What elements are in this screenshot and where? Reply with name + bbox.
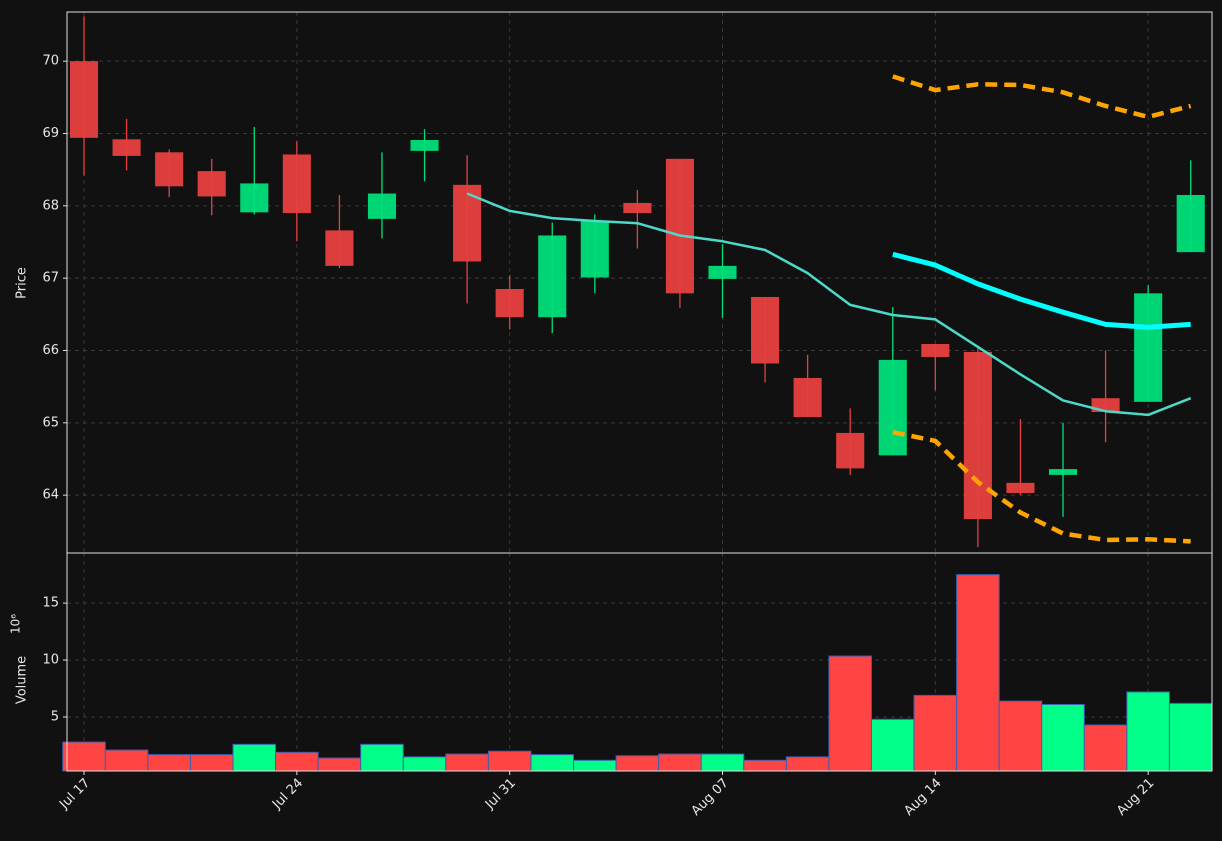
volume-bar — [232, 743, 277, 772]
candle-body — [836, 432, 865, 469]
overlay-line — [466, 192, 1192, 417]
volume-bar — [828, 655, 872, 772]
candle-body — [1134, 293, 1163, 402]
volume-bar — [1083, 724, 1128, 772]
volume-bar — [445, 753, 489, 772]
y-tick-label: 5 — [51, 710, 59, 725]
y-tick-label: 65 — [42, 415, 59, 430]
candle-body — [878, 359, 907, 456]
volume-bar — [1041, 703, 1085, 772]
candle-body — [623, 202, 652, 214]
candle-body — [665, 158, 694, 294]
volume-bar — [402, 756, 447, 772]
y-tick-label: 68 — [42, 198, 59, 213]
volume-bar — [998, 700, 1043, 772]
candle-body — [751, 296, 780, 364]
candle-body — [1048, 469, 1078, 475]
overlay-line — [892, 251, 1191, 330]
candle-body — [155, 152, 184, 187]
price-axis-label: Price — [15, 267, 30, 299]
volume-bar — [104, 749, 149, 772]
candle-body — [69, 61, 99, 138]
candle-body — [282, 154, 311, 214]
volume-bar — [1168, 702, 1213, 772]
candle-body — [921, 343, 950, 357]
candle-body — [367, 193, 397, 219]
volume-bar — [573, 759, 617, 772]
volume-bar — [658, 753, 702, 772]
volume-scale-label: 10⁶ — [9, 614, 23, 634]
volume-bar — [743, 759, 787, 772]
y-tick-label: 69 — [42, 126, 59, 141]
candle-body — [240, 183, 269, 213]
candle-body — [708, 265, 737, 279]
y-tick-label: 64 — [42, 488, 59, 503]
candle-body — [495, 289, 524, 318]
y-tick-label: 70 — [42, 54, 59, 69]
volume-axis-label: Volume — [15, 656, 30, 704]
volume-bar — [62, 741, 106, 772]
volume-bar — [487, 750, 532, 772]
candle-body — [410, 140, 439, 151]
y-tick-label: 15 — [42, 596, 59, 611]
volume-bar — [1126, 691, 1170, 772]
volume-bar — [870, 718, 915, 772]
volume-frame — [66, 552, 1213, 772]
overlay-line — [892, 429, 1191, 544]
candle-body — [112, 139, 141, 156]
overlay-line — [892, 74, 1192, 120]
volume-bar — [317, 757, 362, 772]
candle-body — [1176, 194, 1205, 253]
candle-body — [580, 221, 609, 278]
volume-bar — [956, 574, 1000, 772]
volume-bar — [360, 743, 404, 772]
volume-bar — [530, 754, 575, 772]
y-tick-label: 66 — [42, 343, 59, 358]
y-tick-label: 67 — [42, 271, 59, 286]
candle-body — [793, 377, 822, 418]
volume-bar — [913, 694, 958, 772]
y-tick-label: 10 — [42, 653, 59, 668]
volume-bar — [275, 751, 319, 772]
candle-body — [538, 235, 567, 318]
candle-body — [197, 171, 226, 197]
volume-bar — [189, 754, 234, 772]
volume-bar — [147, 754, 191, 772]
volume-bar — [615, 755, 660, 772]
volume-bar — [785, 756, 830, 772]
candle-body — [963, 351, 992, 520]
volume-bar — [700, 753, 745, 772]
candle-body — [325, 230, 354, 266]
candle-body — [1006, 482, 1035, 493]
